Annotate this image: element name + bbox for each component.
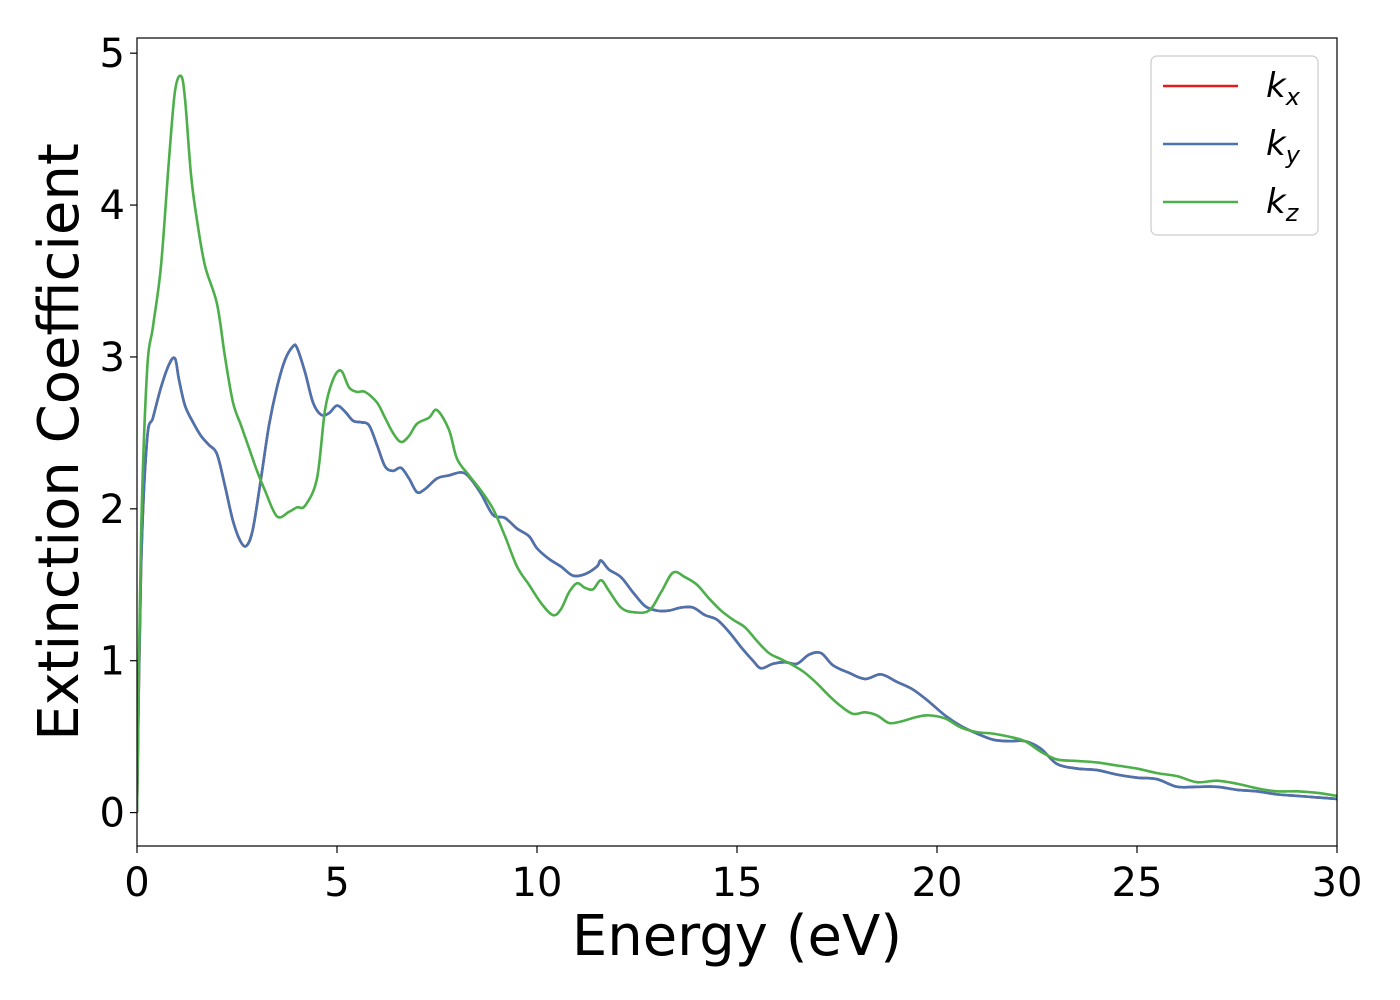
series-line-z — [137, 74, 1337, 813]
legend-label-x: kx — [1266, 66, 1301, 111]
y-tick-label: 2 — [100, 487, 125, 533]
legend: kx ky kz — [1150, 55, 1319, 236]
y-axis: 0 1 2 3 4 5 — [100, 31, 137, 837]
legend-label-y: ky — [1266, 124, 1301, 169]
x-tick-label: 5 — [324, 860, 349, 906]
x-axis: 0 5 10 15 20 25 30 — [124, 846, 1362, 906]
y-tick-label: 4 — [100, 183, 125, 229]
x-tick-label: 30 — [1312, 860, 1363, 906]
x-axis-label: Energy (eV) — [572, 904, 902, 969]
x-tick-label: 10 — [512, 860, 563, 906]
series-line-y — [137, 343, 1337, 813]
y-tick-label: 3 — [100, 335, 125, 381]
legend-label-z: kz — [1266, 182, 1300, 227]
x-tick-label: 0 — [124, 860, 149, 906]
y-axis-label: Extinction Coefficient — [27, 143, 92, 741]
y-tick-label: 0 — [100, 791, 125, 837]
series-layer — [137, 74, 1337, 813]
y-tick-label: 1 — [100, 639, 125, 685]
plot-area — [136, 37, 1338, 847]
x-tick-label: 15 — [712, 860, 763, 906]
x-tick-label: 20 — [912, 860, 963, 906]
x-tick-label: 25 — [1112, 860, 1163, 906]
legend-box — [1150, 55, 1319, 236]
y-tick-label: 5 — [100, 31, 125, 77]
